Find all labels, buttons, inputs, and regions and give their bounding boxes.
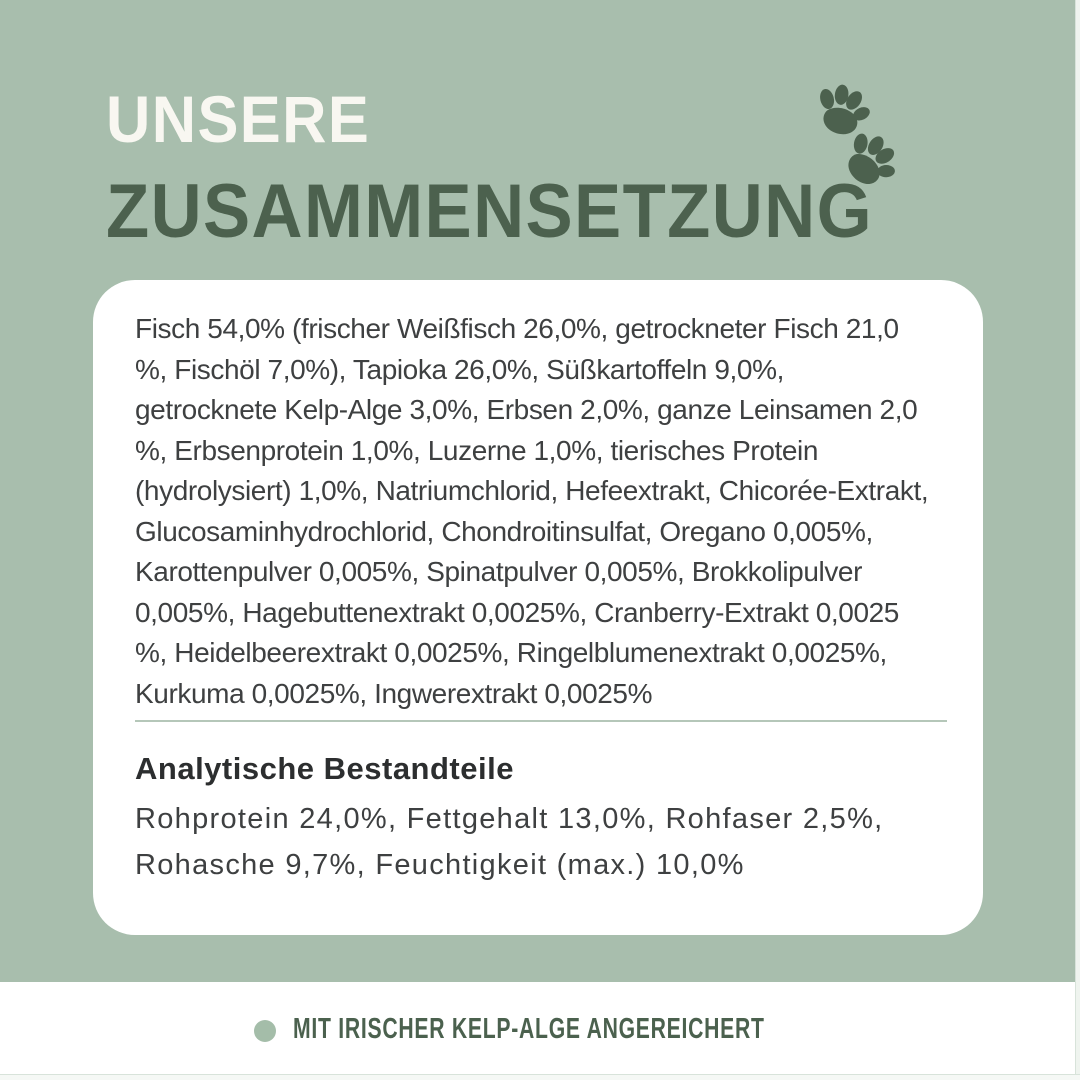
right-edge-strip	[1075, 0, 1080, 1080]
composition-paragraph: Fisch 54,0% (frischer Weißfisch 26,0%, g…	[135, 309, 947, 714]
analytical-line: Rohasche 9,7%, Feuchtigkeit (max.) 10,0%	[135, 849, 745, 881]
page-title-line2: ZUSAMMENSETZUNG	[106, 169, 873, 254]
footer-band: MIT IRISCHER KELP-ALGE ANGEREICHERT	[0, 982, 1080, 1080]
composition-line: (hydrolysiert) 1,0%, Natriumchlorid, Hef…	[135, 475, 929, 506]
section-divider	[135, 720, 947, 722]
composition-line: 0,005%, Hagebuttenextrakt 0,0025%, Cranb…	[135, 596, 899, 628]
composition-line: Kurkuma 0,0025%, Ingwerextrakt 0,0025%	[135, 677, 653, 709]
composition-line: %, Fischöl 7,0%), Tapioka 26,0%, Süßkart…	[135, 353, 784, 385]
analytical-heading: Analytische Bestandteile	[135, 751, 514, 786]
analytical-line: Rohprotein 24,0%, Fettgehalt 13,0%, Rohf…	[135, 803, 884, 835]
bullet-dot-icon	[254, 1020, 276, 1042]
composition-line: %, Heidelbeerextrakt 0,0025%, Ringelblum…	[135, 637, 887, 668]
composition-line: %, Erbsenprotein 1,0%, Luzerne 1,0%, tie…	[135, 434, 819, 466]
composition-card: Fisch 54,0% (frischer Weißfisch 26,0%, g…	[93, 280, 983, 935]
composition-line: getrocknete Kelp-Alge 3,0%, Erbsen 2,0%,…	[135, 394, 918, 425]
paw-print-icon	[808, 77, 910, 198]
composition-line: Glucosaminhydrochlorid, Chondroitinsulfa…	[135, 515, 873, 547]
composition-line: Fisch 54,0% (frischer Weißfisch 26,0%, g…	[135, 313, 899, 344]
footer-claim: MIT IRISCHER KELP-ALGE ANGEREICHERT	[293, 1013, 765, 1045]
bottom-edge-strip	[0, 1074, 1080, 1080]
page-title-line1: UNSERE	[106, 82, 371, 156]
analytical-paragraph: Rohprotein 24,0%, Fettgehalt 13,0%, Rohf…	[135, 796, 947, 888]
composition-line: Karottenpulver 0,005%, Spinatpulver 0,00…	[135, 556, 863, 587]
